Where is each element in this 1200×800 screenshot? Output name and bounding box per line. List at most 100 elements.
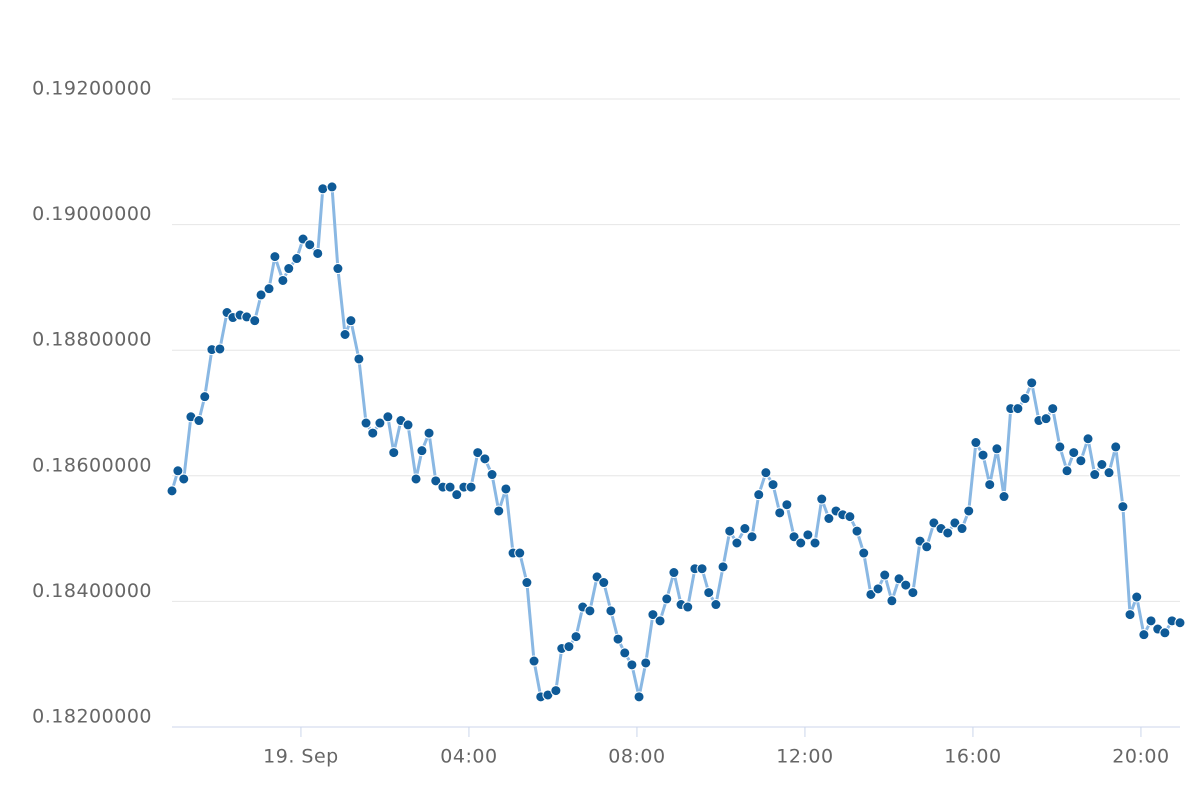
line <box>170 185 1181 699</box>
y-tick-label: 0.18200000 <box>32 706 152 728</box>
data-point <box>1026 377 1038 389</box>
data-point <box>851 525 863 537</box>
data-point <box>1103 467 1115 479</box>
data-point <box>269 251 281 263</box>
data-point <box>472 447 484 459</box>
data-point <box>816 493 828 505</box>
data-point <box>382 411 394 423</box>
data-point <box>696 563 708 575</box>
data-point <box>193 415 205 427</box>
data-point <box>317 183 329 195</box>
data-point <box>1047 403 1059 415</box>
data-point <box>668 567 680 579</box>
data-point <box>423 427 435 439</box>
data-point <box>626 659 638 671</box>
data-point <box>886 595 898 607</box>
data-point <box>465 481 477 493</box>
data-point <box>1075 455 1087 467</box>
data-point <box>451 489 463 501</box>
data-point <box>893 573 905 585</box>
y-tick-label: 0.18400000 <box>32 580 152 602</box>
data-point <box>1012 403 1024 415</box>
data-point <box>942 527 954 539</box>
data-point <box>991 443 1003 455</box>
data-point <box>682 601 694 613</box>
data-point <box>326 181 338 193</box>
data-point <box>1110 441 1122 453</box>
data-point <box>921 541 933 553</box>
data-point <box>879 569 891 581</box>
data-point <box>619 647 631 659</box>
data-point <box>774 507 786 519</box>
data-point <box>360 417 372 429</box>
data-point <box>949 517 961 529</box>
data-point <box>858 547 870 559</box>
data-point <box>984 479 996 491</box>
data-point <box>374 417 386 429</box>
data-point <box>1068 447 1080 459</box>
data-point <box>1145 615 1157 627</box>
data-point <box>402 419 414 431</box>
data-point <box>339 329 351 340</box>
data-point <box>605 605 617 617</box>
data-point <box>844 511 856 523</box>
data-point <box>767 479 779 491</box>
data-point <box>277 274 289 286</box>
data-point <box>788 531 800 543</box>
data-point <box>514 547 526 559</box>
data-point <box>214 343 226 355</box>
x-tick-label: 19. Sep <box>263 746 339 768</box>
data-point <box>633 691 645 703</box>
data-point <box>781 499 793 511</box>
data-point <box>416 445 428 457</box>
data-point <box>1138 629 1150 641</box>
data-point <box>249 315 261 327</box>
data-point <box>291 253 303 265</box>
data-point <box>760 467 772 479</box>
data-point <box>865 588 877 600</box>
data-point <box>717 561 729 573</box>
x-tick-label: 20:00 <box>1112 746 1169 768</box>
data-point <box>928 517 940 529</box>
data-point <box>479 453 491 465</box>
data-point <box>977 449 989 461</box>
data-point <box>410 473 422 485</box>
data-point <box>570 631 582 643</box>
data-point <box>907 587 919 599</box>
data-point <box>753 489 765 501</box>
data-point <box>1096 458 1108 470</box>
y-tick-label: 0.18800000 <box>32 329 152 351</box>
data-point <box>1061 465 1073 477</box>
data-point <box>332 263 344 275</box>
data-point <box>654 615 666 627</box>
data-point <box>900 579 912 591</box>
data-point <box>1117 501 1129 513</box>
data-point <box>970 437 982 449</box>
y-tick-label: 0.19000000 <box>32 203 152 225</box>
data-point <box>1054 441 1066 453</box>
data-point <box>166 485 178 497</box>
data-point <box>584 605 596 617</box>
data-point <box>283 263 295 275</box>
data-point <box>345 315 357 327</box>
data-point <box>528 655 540 667</box>
data-point <box>304 239 316 251</box>
data-point <box>1089 469 1101 481</box>
data-point <box>1174 617 1186 629</box>
data-point <box>710 599 722 611</box>
data-point <box>263 283 275 295</box>
data-point <box>172 465 184 477</box>
data-point <box>1019 393 1031 405</box>
data-point <box>731 537 743 549</box>
data-point <box>444 481 456 493</box>
x-tick-label: 12:00 <box>776 746 833 768</box>
data-point <box>802 529 814 541</box>
data-point <box>1082 433 1094 445</box>
data-point <box>809 537 821 549</box>
data-point <box>550 685 562 697</box>
data-point <box>493 505 505 517</box>
data-point <box>1159 627 1171 639</box>
data-point <box>703 587 715 599</box>
x-tick-label: 08:00 <box>608 746 665 768</box>
